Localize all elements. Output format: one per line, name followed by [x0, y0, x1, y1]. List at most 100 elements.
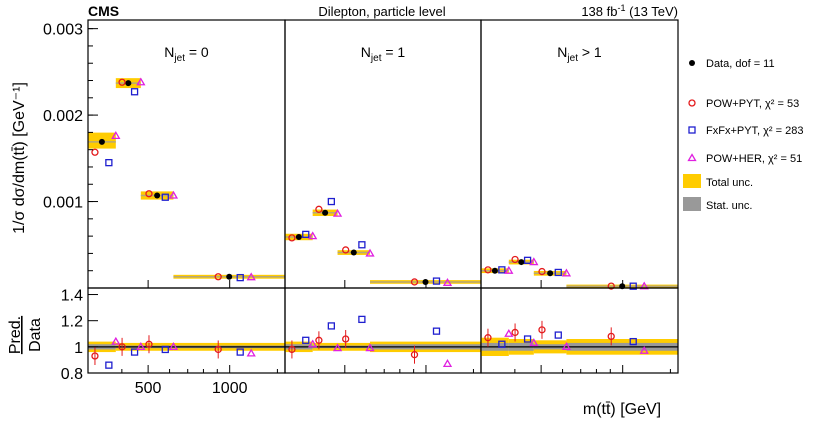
pow-pyt-ratio-point [607, 332, 615, 341]
pow-pyt-point [484, 266, 492, 274]
fxfx-pyt-point [629, 282, 637, 290]
data-point [350, 249, 357, 256]
panel-frame-top [284, 19, 482, 289]
analysis-label: Dilepton, particle level [318, 4, 445, 19]
pow-pyt-ratio-point [484, 334, 492, 342]
fxfx-pyt-point [302, 230, 310, 239]
pow-pyt-ratio-point [288, 345, 296, 354]
panel-frame-ratio [480, 287, 679, 374]
pow-pyt-point [145, 190, 153, 198]
luminosity-unit-exponent: -1 [617, 3, 625, 13]
legend-label: Stat. unc. [706, 200, 752, 212]
fxfx-pyt-ratio-point [629, 337, 637, 346]
pow-pyt-ratio-point [538, 326, 546, 334]
pow-pyt-point [288, 234, 296, 242]
legend-marker [688, 99, 696, 107]
pow-pyt-ratio-point [315, 336, 323, 344]
pow-her-ratio-point [332, 343, 343, 352]
pow-her-ratio-point [136, 342, 146, 350]
y-tick-label: 0.003 [43, 22, 83, 39]
luminosity-energy: (13 TeV) [625, 4, 678, 19]
fxfx-pyt-ratio-point [432, 327, 441, 335]
legend-entry-total_unc: Total unc. [683, 174, 753, 189]
panel-label-tail: = 0 [185, 44, 209, 60]
pow-her-point [529, 257, 539, 266]
pow-her-point [136, 77, 146, 86]
pow-her-ratio-point [246, 348, 256, 357]
panel-label-tail: > 1 [578, 44, 602, 60]
pow-her-ratio-point [561, 342, 572, 350]
pow-pyt-point [607, 282, 615, 290]
fxfx-pyt-point [358, 241, 366, 249]
pow-pyt-point [214, 273, 222, 281]
panel-label-sub: jet [566, 53, 578, 64]
pow-her-point [168, 190, 179, 199]
panel-frame-top [480, 19, 679, 289]
legend-label: POW+HER, χ² = 51 [706, 153, 802, 165]
panel-frame-top [87, 19, 286, 289]
luminosity-label: 138 fb-1 (13 TeV) [581, 3, 678, 19]
experiment-label: CMS [88, 3, 119, 19]
fxfx-pyt-point [161, 193, 169, 201]
ratio-y-tick-label: 1 [74, 340, 83, 357]
pow-pyt-point [538, 267, 546, 276]
pow-pyt-point [342, 246, 350, 254]
x-tick-label: 1000 [212, 380, 248, 397]
pow-her-ratio-point [365, 343, 375, 352]
pow-her-point [308, 231, 318, 240]
legend-marker [687, 153, 697, 162]
legend-marker [688, 126, 696, 134]
panel-label-tail: = 1 [381, 44, 405, 60]
pow-her-point [332, 208, 343, 217]
x-axis-label: m(tt̄) [GeV] [583, 401, 661, 418]
pow-her-point [365, 248, 375, 257]
fxfx-pyt-ratio-point [554, 331, 562, 339]
panel-frame-ratio [284, 287, 482, 374]
pow-her-ratio-point [639, 345, 649, 354]
data-point [547, 270, 554, 277]
ratio-y-tick-label: 1.4 [61, 288, 83, 305]
pow-her-ratio-point [111, 336, 121, 345]
data-point [154, 192, 161, 199]
panel-label-2: Njet > 1 [557, 44, 602, 64]
legend-marker [689, 60, 695, 66]
fxfx-pyt-ratio-point [302, 336, 310, 344]
legend-label: Total unc. [706, 177, 753, 189]
pow-pyt-ratio-point [342, 335, 350, 343]
pow-pyt-ratio-point [410, 351, 419, 359]
ratio-y-label-numerator: Pred. [7, 316, 24, 354]
panel-label-main: N [164, 44, 174, 60]
x-tick-label: 500 [135, 380, 162, 397]
fxfx-pyt-ratio-point [105, 361, 113, 369]
pow-her-ratio-point [529, 338, 539, 347]
luminosity-value: 138 fb [581, 4, 617, 19]
fxfx-pyt-point [432, 277, 441, 285]
legend-swatch [683, 174, 701, 188]
panel-label-sub: jet [370, 53, 382, 64]
fxfx-pyt-point [523, 256, 532, 264]
pow-her-ratio-point [442, 359, 453, 367]
fxfx-pyt-point [236, 273, 244, 282]
pow-her-point [561, 268, 572, 277]
data-point [491, 267, 498, 274]
y-tick-label: 0.002 [43, 108, 83, 125]
fxfx-pyt-point [327, 197, 335, 206]
fxfx-pyt-ratio-point [130, 348, 139, 356]
legend-entry-stat_unc: Stat. unc. [683, 197, 752, 212]
fxfx-pyt-ratio-point [327, 322, 335, 330]
legend-entry-data: Data, dof = 11 [689, 58, 775, 70]
fxfx-pyt-point [554, 268, 562, 277]
legend-label: Data, dof = 11 [706, 58, 775, 70]
y-axis-label-top: 1/σ dσ/dm(tt̄) [GeV⁻¹] [11, 82, 28, 234]
data-point [98, 138, 105, 145]
data-point [226, 273, 233, 280]
pow-her-point [442, 278, 453, 286]
fxfx-pyt-ratio-point [161, 345, 169, 354]
legend-label: FxFx+PYT, χ² = 283 [706, 125, 803, 137]
pow-pyt-ratio-point [91, 352, 99, 360]
panel-label-sub: jet [173, 53, 185, 64]
legend-entry-pow_her: POW+HER, χ² = 51 [687, 153, 802, 165]
data-point [125, 80, 132, 87]
ratio-y-tick-label: 1.2 [61, 314, 83, 331]
